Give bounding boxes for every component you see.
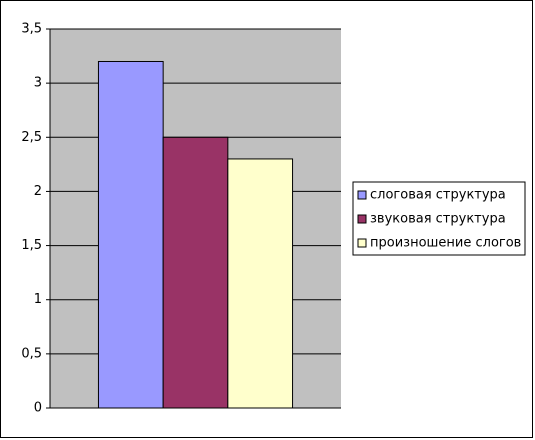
bar <box>227 158 294 409</box>
legend-label: произношение слогов <box>370 236 521 251</box>
y-tick-label: 1 <box>34 292 42 307</box>
y-tick-label: 2 <box>34 184 42 199</box>
bar <box>97 60 164 409</box>
y-tick-label: 3,5 <box>21 22 42 37</box>
legend-box <box>352 181 526 256</box>
y-tick-label: 1,5 <box>21 238 42 253</box>
bar <box>162 136 229 409</box>
legend-swatch <box>357 214 367 224</box>
legend-label: звуковая структура <box>370 212 506 227</box>
legend-swatch <box>357 238 367 248</box>
legend-label: слоговая структура <box>370 188 506 203</box>
y-tick-label: 0 <box>34 401 42 416</box>
y-tick-label: 2,5 <box>21 130 42 145</box>
y-tick-label: 3 <box>34 76 42 91</box>
legend-swatch <box>357 190 367 200</box>
y-tick-label: 0,5 <box>21 346 42 361</box>
